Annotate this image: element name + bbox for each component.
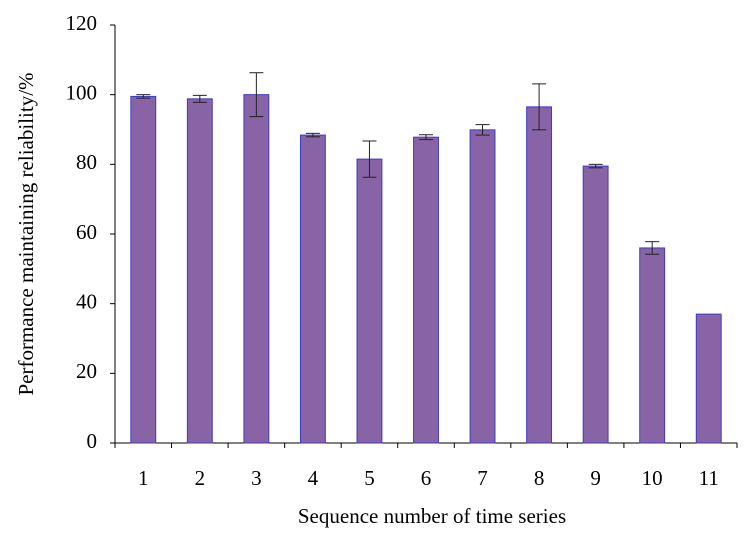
bar: [695, 313, 722, 444]
x-tick-label: 9: [590, 466, 601, 490]
bar: [243, 94, 270, 444]
x-tick-label: 10: [642, 466, 663, 490]
x-tick-label: 1: [138, 466, 149, 490]
error-bar: [192, 94, 207, 103]
y-tick-label: 20: [76, 359, 97, 383]
x-tick-label: 4: [308, 466, 319, 490]
bar: [639, 247, 666, 444]
x-tick-label: 8: [534, 466, 545, 490]
error-bar: [532, 83, 547, 131]
x-tick-label: 6: [421, 466, 432, 490]
bar: [526, 106, 553, 444]
y-tick-label: 40: [76, 289, 97, 313]
x-axis-label: Sequence number of time series: [298, 504, 566, 528]
x-tick-label: 3: [251, 466, 262, 490]
y-tick-label: 100: [66, 80, 98, 104]
x-tick-label: 2: [195, 466, 206, 490]
y-tick-label: 80: [76, 150, 97, 174]
y-tick-label: 0: [87, 429, 98, 453]
bar: [130, 95, 157, 444]
error-bar: [419, 134, 433, 141]
y-tick-label: 120: [66, 11, 98, 35]
error-bar: [305, 132, 320, 138]
error-bar: [645, 241, 660, 255]
x-tick-label: 7: [477, 466, 488, 490]
error-bar: [249, 72, 264, 118]
error-bar: [588, 163, 603, 169]
y-axis-label: Performance maintaining reliability/%: [14, 72, 38, 395]
x-tick-label: 11: [699, 466, 719, 490]
error-bar: [362, 140, 377, 178]
error-bar: [136, 94, 151, 99]
bar: [582, 165, 609, 444]
bar: [186, 98, 213, 444]
bar: [413, 136, 439, 444]
bar: [299, 134, 326, 444]
bar: [469, 129, 496, 444]
x-tick-label: 5: [364, 466, 375, 490]
bar: [356, 158, 383, 444]
y-tick-label: 60: [76, 220, 97, 244]
error-bar: [475, 124, 490, 136]
